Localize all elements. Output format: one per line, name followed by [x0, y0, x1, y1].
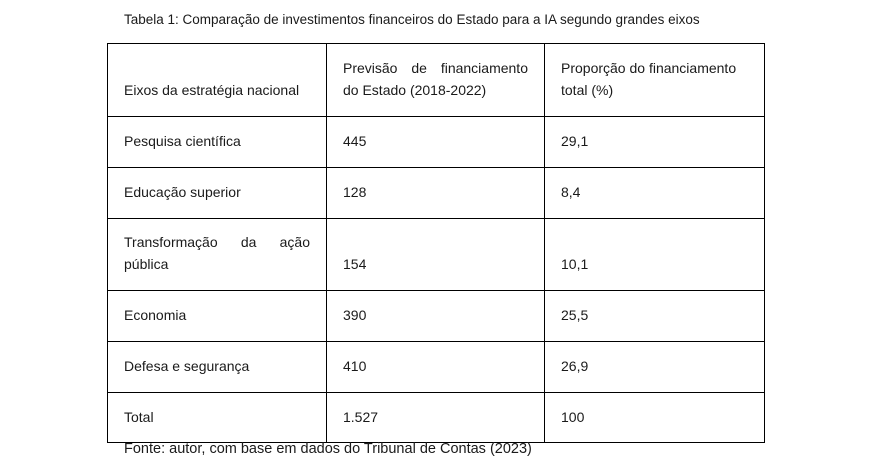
header-share: Proporção do financiamento total (%) [544, 43, 765, 117]
table-row: Defesa e segurança 410 26,9 [107, 341, 765, 393]
cell-share: 8,4 [544, 167, 765, 219]
table-row: Pesquisa científica 445 29,1 [107, 116, 765, 168]
investment-table: Eixos da estratégia nacional Previsão de… [107, 43, 765, 443]
table-row: Economia 390 25,5 [107, 290, 765, 342]
cell-forecast: 1.527 [326, 392, 545, 443]
cell-axis-line2: pública [124, 256, 169, 272]
header-share-line1: Proporção do financiamento [561, 60, 737, 76]
header-forecast: Previsão de financiamento do Estado (201… [326, 43, 545, 117]
cell-axis: Defesa e segurança [107, 341, 327, 393]
table-row: Educação superior 128 8,4 [107, 167, 765, 219]
header-axis-label: Eixos da estratégia nacional [124, 82, 300, 98]
cell-share: 10,1 [544, 218, 765, 291]
cell-share: 29,1 [544, 116, 765, 168]
cell-axis: Transformação da ação pública [107, 218, 327, 291]
table-header-row: Eixos da estratégia nacional Previsão de… [107, 43, 765, 117]
header-share-line2: total (%) [561, 82, 614, 98]
table-row: Transformação da ação pública 154 10,1 [107, 218, 765, 291]
cell-axis: Economia [107, 290, 327, 342]
cell-forecast: 154 [326, 218, 545, 291]
table-caption: Tabela 1: Comparação de investimentos fi… [124, 12, 700, 27]
cell-forecast: 410 [326, 341, 545, 393]
cell-forecast: 128 [326, 167, 545, 219]
cell-axis: Pesquisa científica [107, 116, 327, 168]
cell-forecast: 445 [326, 116, 545, 168]
cell-axis-line1: Transformação da ação [124, 234, 310, 250]
cell-axis: Educação superior [107, 167, 327, 219]
cell-share: 100 [544, 392, 765, 443]
cell-axis: Total [107, 392, 327, 443]
cell-share: 25,5 [544, 290, 765, 342]
header-forecast-line2: do Estado (2018-2022) [343, 82, 487, 98]
header-axis: Eixos da estratégia nacional [107, 43, 327, 117]
table-source-note: Fonte: autor, com base em dados do Tribu… [124, 441, 532, 457]
table-row-total: Total 1.527 100 [107, 392, 765, 443]
cell-forecast: 390 [326, 290, 545, 342]
header-forecast-line1: Previsão de financiamento [343, 60, 528, 76]
cell-share: 26,9 [544, 341, 765, 393]
